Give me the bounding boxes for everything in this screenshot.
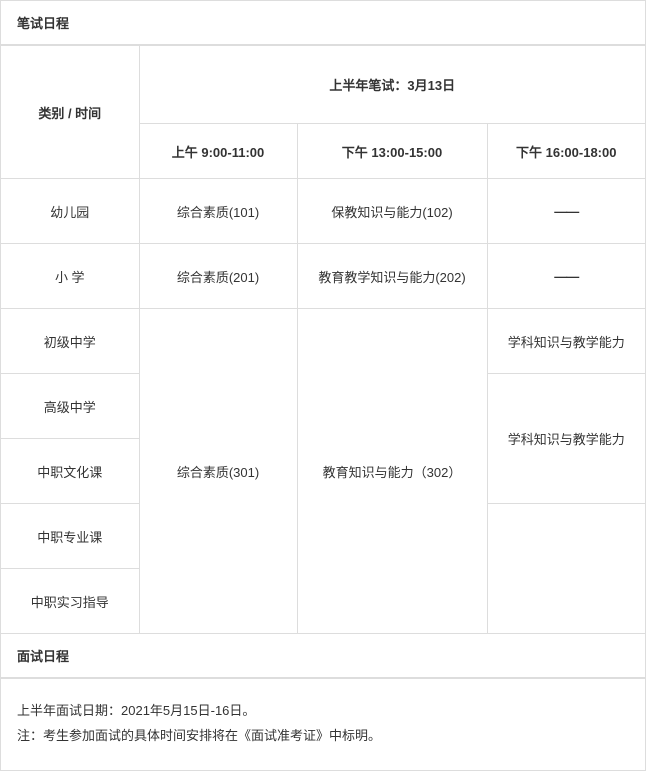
cell-voc-aft2-empty [487, 504, 645, 634]
timeslot-afternoon2: 下午 16:00-18:00 [487, 124, 645, 179]
timeslot-morning: 上午 9:00-11:00 [139, 124, 297, 179]
cell-merged-aft1: 教育知识与能力（302） [297, 309, 487, 634]
row-label-voc-intern: 中职实习指导 [1, 569, 139, 634]
row-label-kindergarten: 幼儿园 [1, 179, 139, 244]
cell-junior-aft2: 学科知识与教学能力 [487, 309, 645, 374]
row-label-voc-major: 中职专业课 [1, 504, 139, 569]
cell-pr-aft1: 教育教学知识与能力(202) [297, 244, 487, 309]
cell-senior-aft2: 学科知识与教学能力 [487, 374, 645, 504]
schedule-container: 笔试日程 类别 / 时间 上半年笔试：3月13日 上午 9:00-11:00 下… [0, 0, 646, 771]
row-label-voc-culture: 中职文化课 [1, 439, 139, 504]
row-label-primary: 小 学 [1, 244, 139, 309]
cell-pr-aft2: —— [487, 244, 645, 309]
timeslot-afternoon1: 下午 13:00-15:00 [297, 124, 487, 179]
row-label-senior: 高级中学 [1, 374, 139, 439]
interview-info-block: 上半年面试日期：2021年5月15日-16日。 注：考生参加面试的具体时间安排将… [1, 678, 645, 770]
cell-merged-morning: 综合素质(301) [139, 309, 297, 634]
cell-kg-morning: 综合素质(101) [139, 179, 297, 244]
interview-line1: 上半年面试日期：2021年5月15日-16日。 [17, 699, 629, 724]
written-section-title: 笔试日程 [1, 1, 645, 45]
row-label-junior: 初级中学 [1, 309, 139, 374]
cell-kg-aft2: —— [487, 179, 645, 244]
cell-pr-morning: 综合素质(201) [139, 244, 297, 309]
written-schedule-table: 类别 / 时间 上半年笔试：3月13日 上午 9:00-11:00 下午 13:… [1, 45, 645, 634]
row-header-category-time: 类别 / 时间 [1, 46, 139, 179]
exam-date-header: 上半年笔试：3月13日 [139, 46, 645, 124]
interview-line2: 注：考生参加面试的具体时间安排将在《面试准考证》中标明。 [17, 724, 629, 749]
interview-section-title: 面试日程 [1, 634, 645, 678]
cell-kg-aft1: 保教知识与能力(102) [297, 179, 487, 244]
